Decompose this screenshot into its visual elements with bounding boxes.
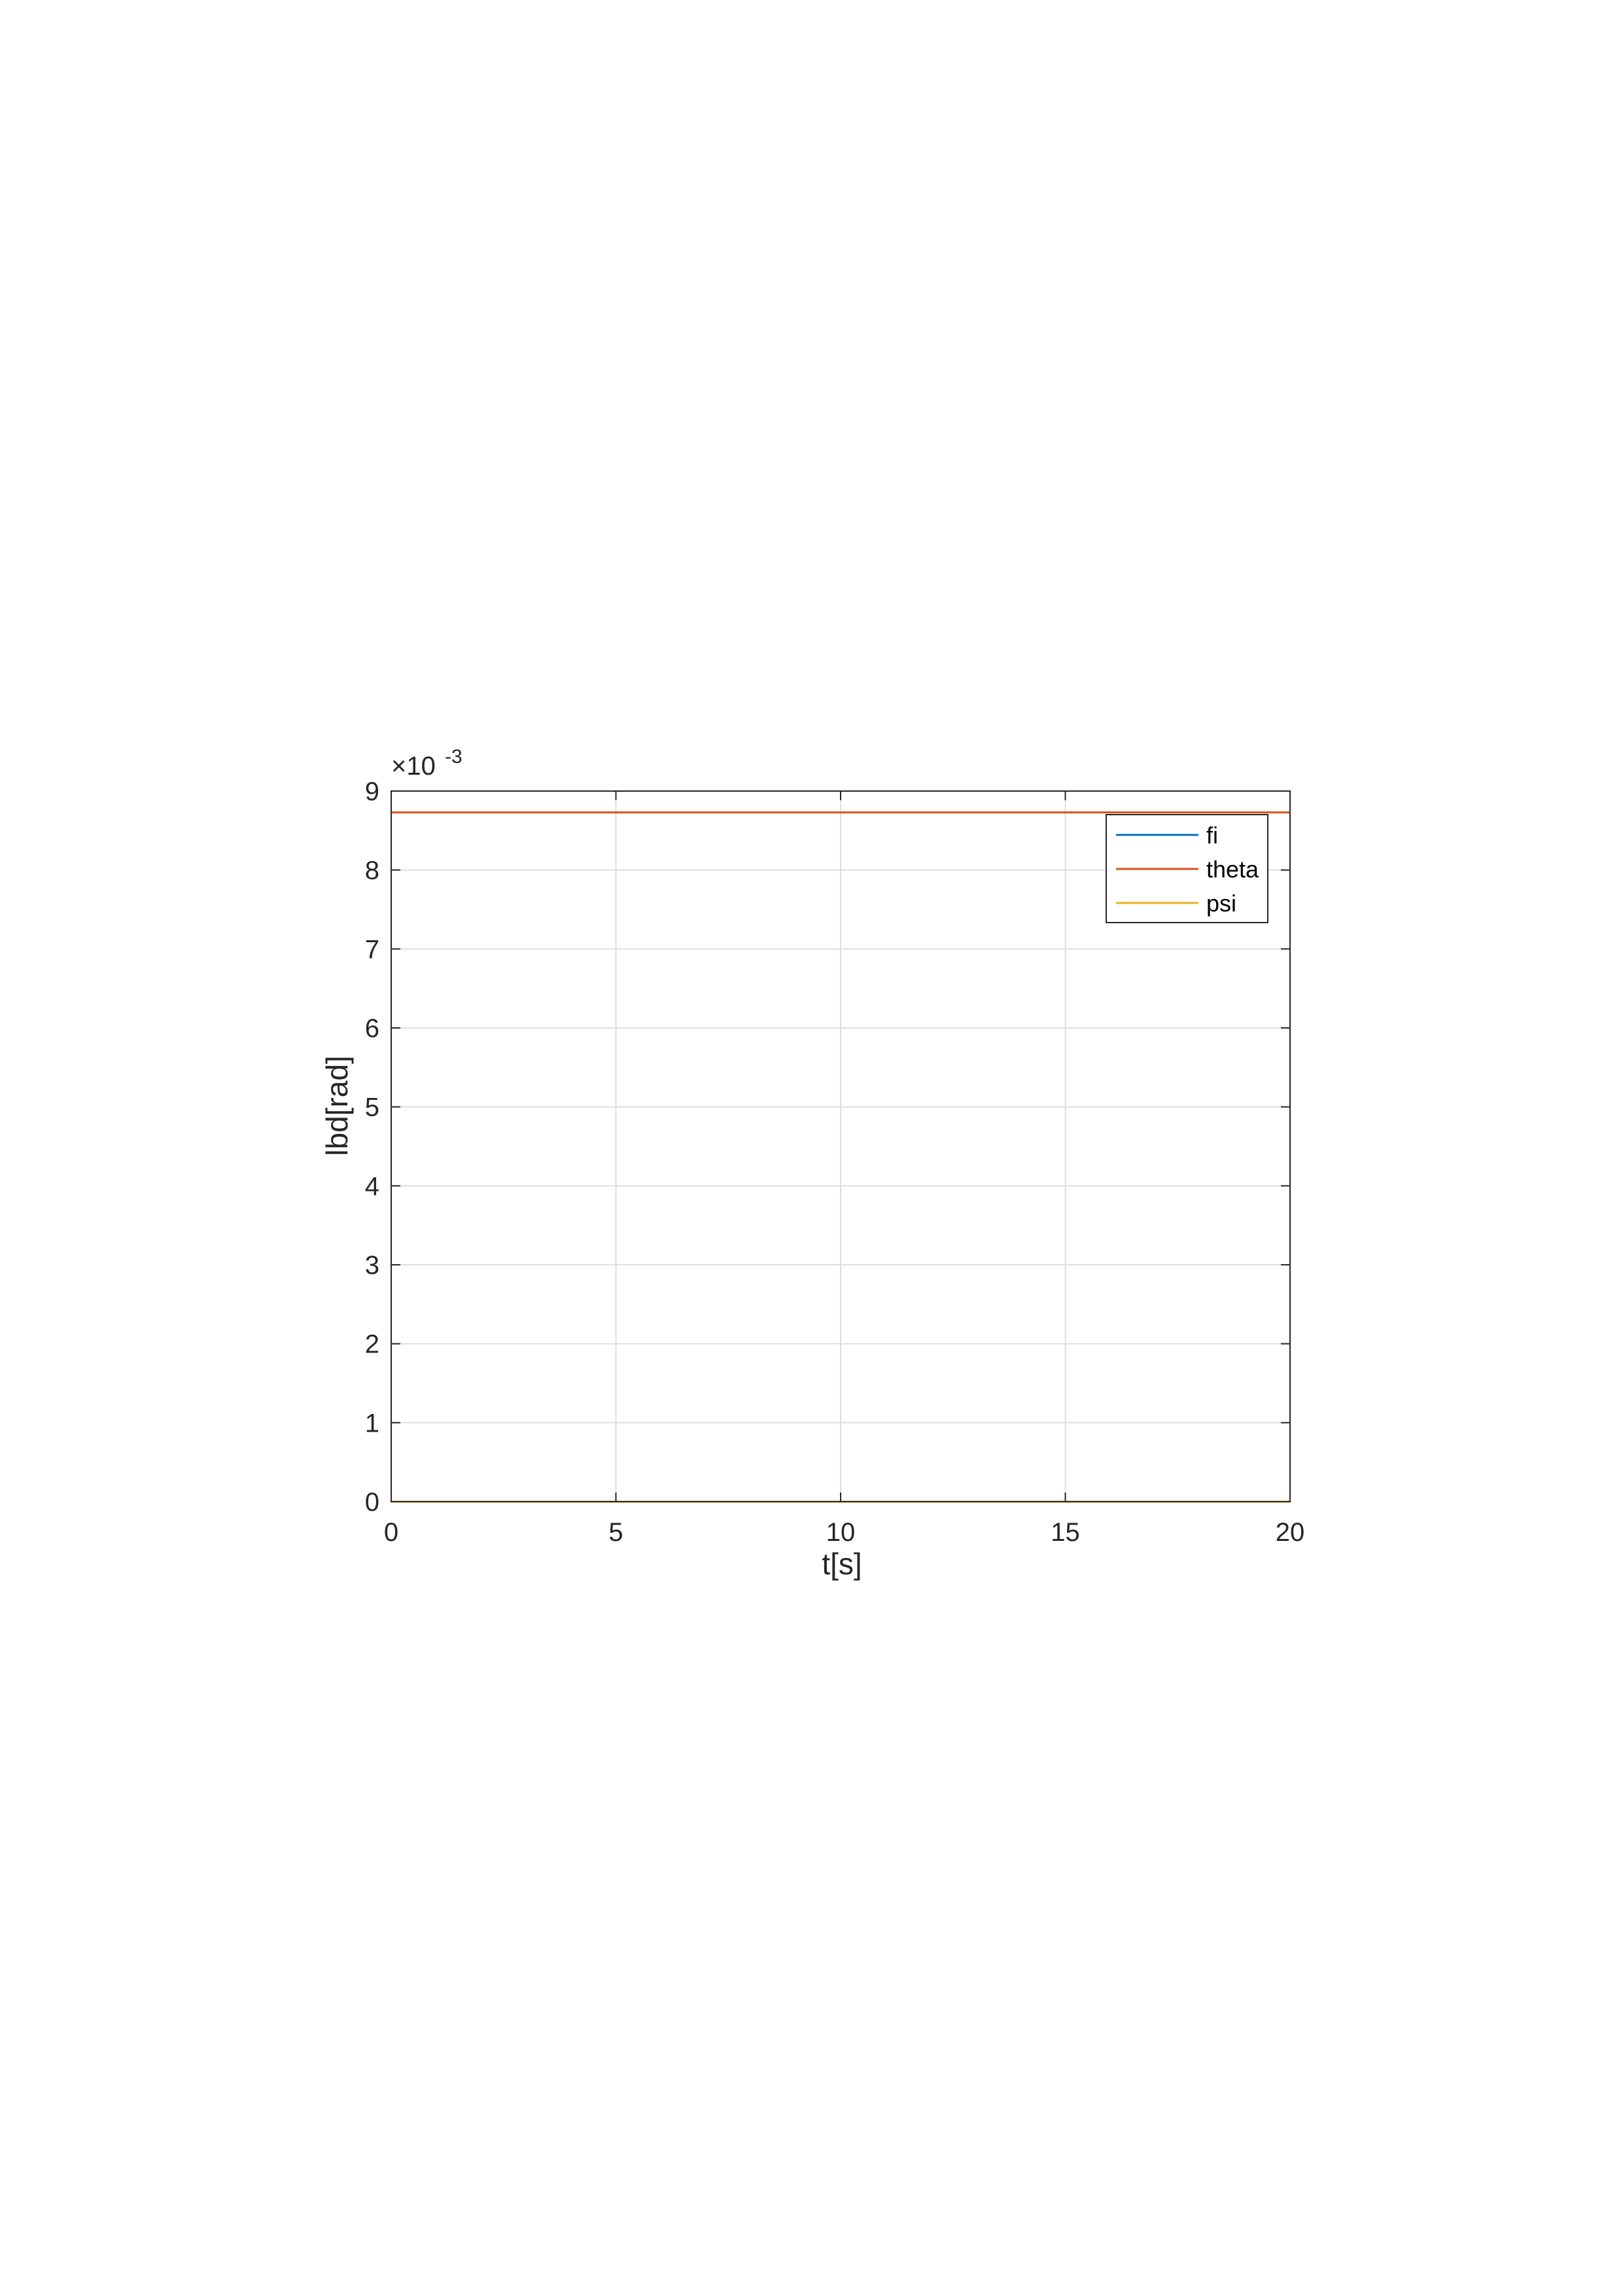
x-tick-label: 10 — [826, 1518, 856, 1547]
y-tick-label: 5 — [365, 1093, 379, 1122]
y-tick-label: 8 — [365, 857, 379, 885]
y-tick-label: 1 — [365, 1409, 379, 1438]
y-exponent: -3 — [445, 746, 462, 768]
y-tick-label: 2 — [365, 1330, 379, 1359]
legend-label-psi: psi — [1206, 890, 1236, 917]
y-tick-label: 0 — [365, 1488, 379, 1517]
y-tick-label: 4 — [365, 1172, 379, 1201]
x-tick-label: 20 — [1276, 1518, 1305, 1547]
y-tick-label: 7 — [365, 935, 379, 964]
y-exponent-prefix: ×10 — [391, 752, 436, 781]
y-tick-label: 3 — [365, 1251, 379, 1280]
y-tick-label: 6 — [365, 1014, 379, 1043]
x-tick-label: 15 — [1051, 1518, 1080, 1547]
x-tick-label: 5 — [608, 1518, 623, 1547]
x-tick-labels: 0 5 10 15 20 — [384, 1518, 1304, 1547]
grid-lines — [391, 791, 1290, 1502]
axis-ticks — [391, 790, 1291, 1502]
y-tick-labels: 0 1 2 3 4 5 6 7 8 9 — [365, 777, 379, 1517]
legend: fi theta psi — [1106, 814, 1268, 923]
x-tick-label: 0 — [384, 1518, 398, 1547]
legend-label-theta: theta — [1206, 856, 1259, 883]
y-axis-label: lbd[rad] — [320, 1055, 354, 1156]
y-tick-label: 9 — [365, 777, 379, 806]
x-axis-label: t[s] — [822, 1547, 862, 1581]
legend-label-fi: fi — [1206, 822, 1218, 849]
